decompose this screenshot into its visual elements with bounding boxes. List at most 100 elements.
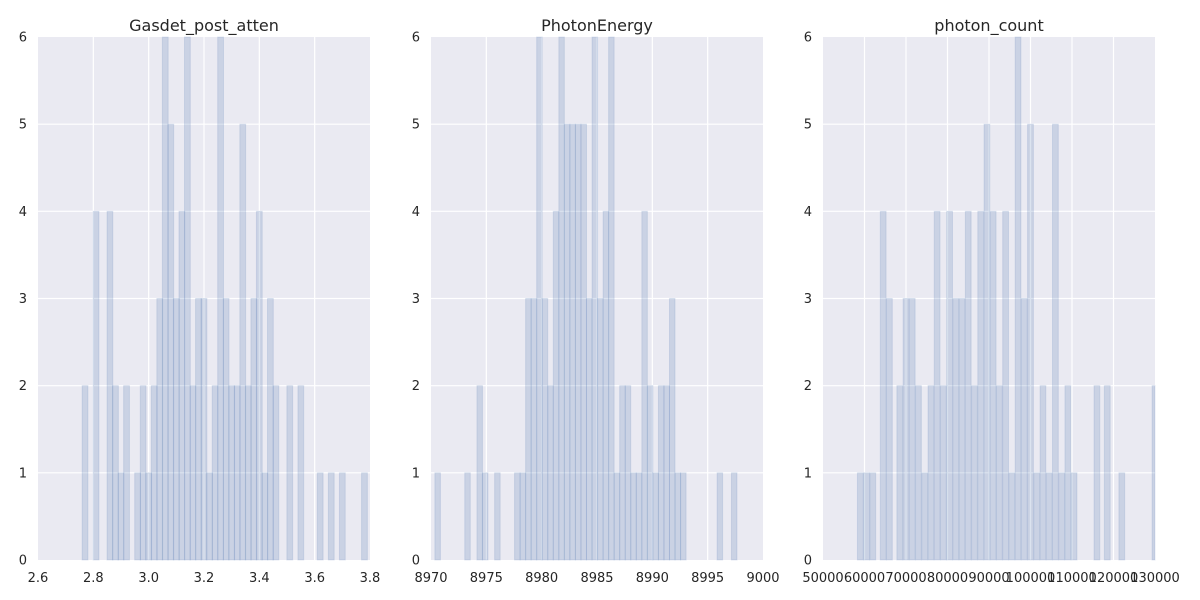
histogram-bar bbox=[879, 210, 887, 561]
x-tick-label: 3.8 bbox=[360, 571, 381, 586]
histogram-bar bbox=[338, 472, 346, 561]
histogram-bar bbox=[1002, 210, 1010, 561]
histogram-bar bbox=[316, 472, 324, 561]
histogram-bar bbox=[1020, 298, 1028, 561]
x-tick-label: 3.0 bbox=[138, 571, 159, 586]
histogram-bar bbox=[580, 123, 587, 561]
x-tick-label: 120000 bbox=[1089, 571, 1139, 586]
histogram-bar bbox=[674, 472, 682, 561]
histogram-bar bbox=[200, 298, 208, 561]
histogram-bar bbox=[597, 298, 604, 561]
x-tick-label: 8990 bbox=[636, 571, 669, 586]
histogram-bar bbox=[286, 385, 294, 561]
histogram-bar bbox=[464, 472, 471, 561]
histogram-bar bbox=[239, 123, 247, 561]
panel-1: 2.6 2.8 3.0 3.2 3.4 3.6 3.8 0 1 2 3 4 5 6 Gasdet_post_… bbox=[19, 16, 381, 586]
x-tick-label: 3.2 bbox=[194, 571, 215, 586]
y-tick-label: 2 bbox=[412, 379, 420, 394]
histogram-bar bbox=[1045, 472, 1053, 561]
histogram-bar bbox=[327, 472, 335, 561]
y-tick-label: 1 bbox=[804, 466, 812, 481]
histogram-bar bbox=[161, 36, 169, 561]
histogram-bar bbox=[139, 385, 147, 561]
histogram-bar bbox=[1051, 123, 1059, 561]
histogram-bar bbox=[1103, 385, 1111, 561]
y-tick-label: 5 bbox=[19, 118, 27, 133]
histogram-bar bbox=[663, 385, 670, 561]
histogram-bar bbox=[863, 472, 870, 561]
histogram-bar bbox=[885, 298, 893, 561]
histogram-bar bbox=[1033, 472, 1041, 561]
x-tick-label: 3.6 bbox=[304, 571, 325, 586]
histogram-bar bbox=[1014, 36, 1022, 561]
histogram-bar bbox=[680, 472, 687, 561]
x-tick-label: 9000 bbox=[746, 571, 779, 586]
histogram-bar bbox=[195, 298, 202, 561]
y-tick-label: 0 bbox=[19, 554, 27, 569]
histogram-bar bbox=[272, 385, 280, 561]
x-tick-label: 60000 bbox=[844, 571, 885, 586]
y-tick-label: 2 bbox=[19, 379, 27, 394]
histogram-bar bbox=[228, 385, 236, 561]
histogram-bar bbox=[646, 385, 654, 561]
histogram-bar bbox=[619, 385, 626, 561]
y-tick-label: 5 bbox=[412, 118, 420, 133]
histogram-bar bbox=[525, 298, 532, 561]
panel-2: 8970 8975 8980 8985 8990 8995 9000 0 1 2 3 4 5 6 Photo… bbox=[412, 16, 780, 586]
histogram-bar bbox=[569, 123, 576, 561]
x-tick-label: 70000 bbox=[885, 571, 926, 586]
histogram-bar bbox=[112, 385, 119, 561]
histogram-bar bbox=[958, 298, 966, 561]
histogram-bar bbox=[167, 123, 175, 561]
histogram-bar bbox=[206, 472, 213, 561]
histogram-bar bbox=[494, 472, 501, 561]
histogram-bar bbox=[244, 385, 252, 561]
histogram-bar bbox=[536, 36, 543, 561]
histogram-bar bbox=[908, 298, 916, 561]
y-tick-label: 6 bbox=[412, 31, 420, 46]
histogram-bar bbox=[668, 298, 676, 561]
histogram-bar bbox=[541, 298, 549, 561]
y-tick-label: 4 bbox=[19, 205, 27, 220]
y-tick-label: 2 bbox=[804, 379, 812, 394]
histogram-bar bbox=[1070, 472, 1078, 561]
x-tick-label: 8975 bbox=[470, 571, 503, 586]
histogram-bar bbox=[716, 472, 724, 561]
histogram-bar bbox=[514, 472, 521, 561]
histogram-bar bbox=[563, 123, 571, 561]
y-tick-label: 3 bbox=[804, 292, 812, 307]
y-tick-label: 3 bbox=[19, 292, 27, 307]
histogram-bar bbox=[297, 385, 305, 561]
histogram-bar bbox=[1058, 472, 1066, 561]
histogram-bar bbox=[530, 298, 538, 561]
histogram-bar bbox=[952, 298, 960, 561]
x-tick-label: 2.6 bbox=[28, 571, 49, 586]
x-tick-label: 8970 bbox=[414, 571, 447, 586]
histogram-bar bbox=[172, 298, 180, 561]
histogram-bar bbox=[995, 385, 1003, 561]
y-tick-label: 1 bbox=[19, 466, 27, 481]
histogram-bar bbox=[591, 36, 599, 561]
y-tick-label: 1 bbox=[412, 466, 420, 481]
histogram-bar bbox=[939, 385, 947, 561]
histogram-bar bbox=[921, 472, 929, 561]
histogram-bar bbox=[977, 210, 985, 561]
histogram-bar bbox=[635, 472, 643, 561]
histogram-bar bbox=[657, 385, 665, 561]
histogram-bar bbox=[989, 210, 997, 561]
histogram-bar bbox=[361, 472, 368, 561]
histogram-bar bbox=[1118, 472, 1126, 561]
x-tick-label: 3.4 bbox=[249, 571, 270, 586]
histogram-bar bbox=[183, 36, 191, 561]
x-tick-label: 8995 bbox=[691, 571, 724, 586]
histogram-bar bbox=[602, 210, 610, 561]
y-tick-label: 3 bbox=[412, 292, 420, 307]
histogram-bar bbox=[558, 36, 565, 561]
histogram-bar bbox=[178, 210, 186, 561]
histogram-bar bbox=[233, 385, 241, 561]
histogram-bar bbox=[933, 210, 941, 561]
y-tick-label: 0 bbox=[412, 554, 420, 569]
x-tick-label: 80000 bbox=[927, 571, 968, 586]
histogram-bar bbox=[1027, 123, 1034, 561]
